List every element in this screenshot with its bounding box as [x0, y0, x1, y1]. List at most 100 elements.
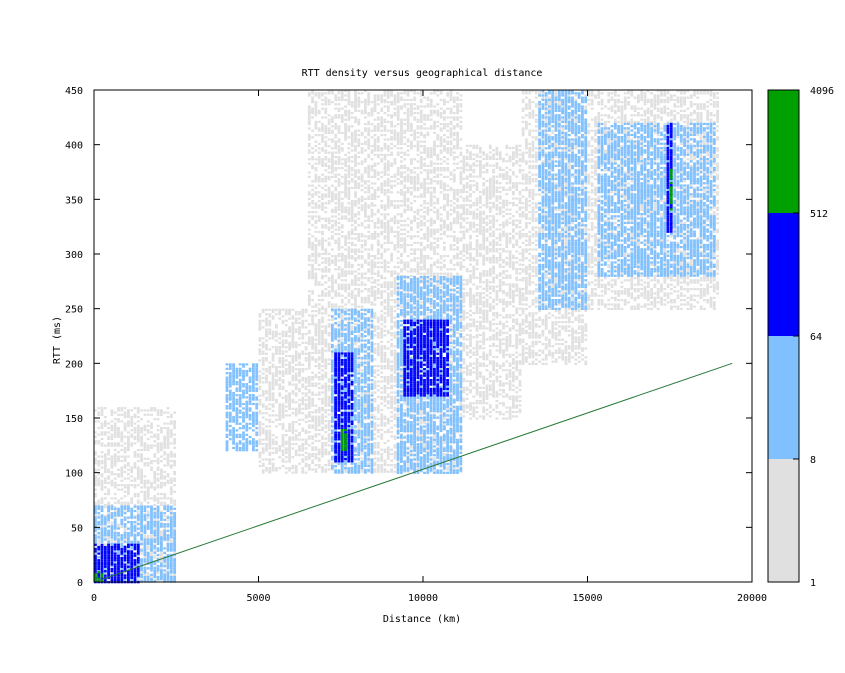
density-cell	[360, 131, 364, 134]
density-cell	[117, 413, 120, 416]
density-cell	[344, 98, 347, 101]
density-cell	[225, 387, 229, 390]
density-cell	[314, 422, 318, 425]
density-cell	[347, 250, 351, 253]
density-cell	[265, 392, 268, 395]
density-cell	[97, 516, 101, 519]
density-cell	[344, 283, 347, 286]
density-cell	[248, 416, 252, 419]
density-cell	[284, 332, 288, 336]
density-cell	[265, 390, 268, 393]
density-cell	[364, 90, 367, 93]
density-cell	[334, 211, 338, 214]
density-cell	[103, 550, 107, 553]
density-cell	[344, 184, 347, 187]
density-cell	[268, 429, 272, 432]
density-cell	[307, 255, 311, 258]
density-cell	[327, 171, 331, 174]
density-cell	[173, 507, 176, 510]
density-cell	[107, 470, 110, 474]
density-cell	[169, 545, 173, 548]
density-cell	[311, 378, 314, 381]
density-cell	[130, 543, 134, 546]
density-cell	[321, 417, 324, 420]
density-cell	[344, 235, 347, 238]
density-cell	[311, 343, 314, 346]
density-cell	[103, 529, 107, 532]
density-cell	[360, 92, 364, 95]
density-cell	[228, 374, 232, 377]
density-cell	[317, 398, 321, 401]
density-cell	[173, 538, 176, 541]
density-cell	[235, 418, 239, 421]
density-cell	[252, 394, 255, 397]
density-cell	[235, 402, 239, 406]
density-cell	[238, 427, 242, 430]
density-cell	[130, 561, 134, 564]
density-cell	[261, 310, 265, 314]
density-cell	[317, 175, 321, 178]
density-cell	[347, 409, 351, 412]
density-cell	[120, 437, 124, 441]
density-cell	[271, 381, 275, 384]
density-cell	[235, 429, 239, 432]
density-cell	[261, 442, 265, 446]
density-cell	[255, 383, 259, 386]
density-cell	[370, 391, 374, 394]
density-cell	[242, 431, 245, 434]
density-cell	[347, 167, 351, 170]
density-cell	[321, 202, 324, 205]
density-cell	[354, 96, 357, 99]
density-cell	[367, 120, 371, 123]
density-cell	[278, 445, 282, 448]
density-cell	[255, 365, 259, 368]
density-cell	[314, 120, 318, 123]
density-cell	[291, 335, 295, 338]
density-cell	[281, 423, 285, 426]
density-cell	[136, 553, 140, 557]
density-cell	[294, 401, 298, 404]
density-cell	[238, 416, 242, 419]
density-cell	[357, 175, 361, 178]
density-cell	[291, 324, 295, 327]
density-cell	[324, 294, 328, 297]
density-cell	[344, 169, 347, 172]
density-cell	[133, 451, 137, 454]
density-cell	[100, 552, 104, 555]
density-cell	[344, 136, 347, 139]
density-cell	[258, 313, 262, 316]
density-cell	[317, 325, 321, 328]
density-cell	[107, 468, 110, 471]
density-cell	[344, 131, 347, 134]
density-cell	[261, 376, 265, 380]
density-cell	[110, 479, 114, 482]
density-cell	[317, 299, 321, 302]
density-cell	[103, 407, 107, 410]
density-cell	[113, 574, 117, 577]
density-cell	[103, 479, 107, 482]
density-cell	[344, 307, 347, 310]
density-cell	[166, 536, 170, 539]
density-cell	[146, 486, 150, 489]
density-cell	[304, 348, 308, 351]
density-cell	[337, 340, 341, 343]
density-cell	[97, 579, 101, 583]
density-cell	[173, 564, 176, 568]
density-cell	[337, 274, 341, 277]
density-cell	[321, 415, 324, 418]
density-cell	[143, 534, 147, 537]
density-cell	[321, 450, 324, 453]
density-cell	[281, 346, 285, 349]
density-cell	[271, 374, 275, 377]
density-cell	[100, 523, 104, 526]
density-cell	[163, 514, 167, 518]
density-cell	[324, 101, 328, 104]
density-cell	[334, 193, 338, 196]
density-cell	[301, 412, 305, 415]
density-cell	[364, 327, 367, 330]
density-cell	[225, 405, 229, 408]
density-cell	[130, 466, 134, 469]
density-cell	[291, 339, 295, 342]
density-cell	[357, 182, 361, 185]
density-cell	[337, 248, 341, 251]
